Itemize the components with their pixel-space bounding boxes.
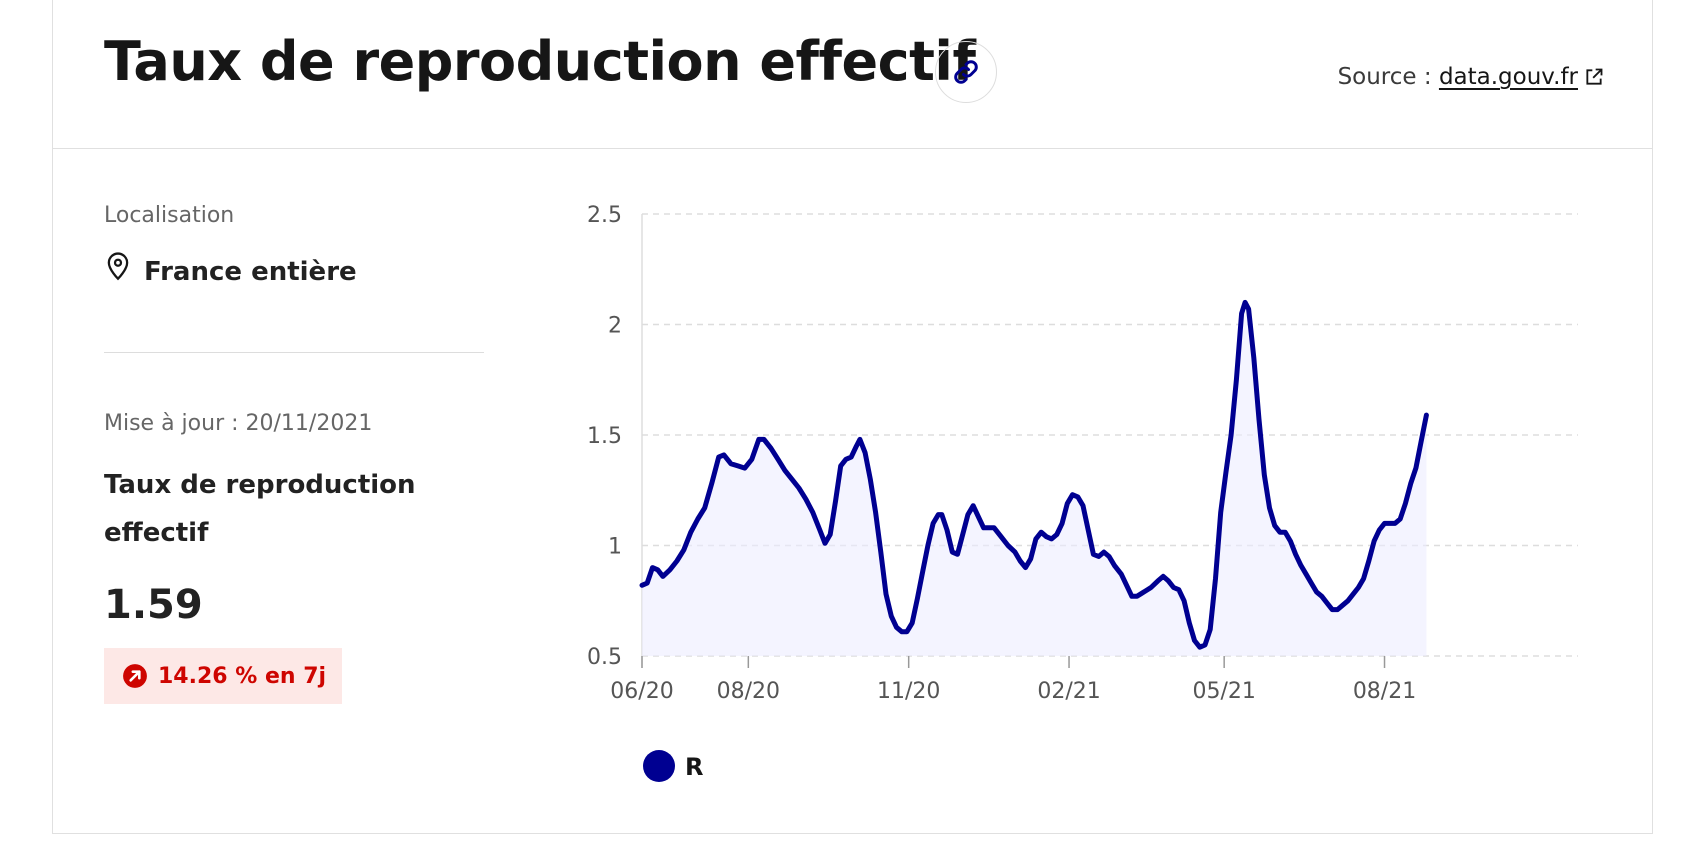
card-header: Taux de reproduction effectif Source : d… <box>53 0 1652 149</box>
trend-badge: 14.26 % en 7j <box>104 648 343 704</box>
metric-value: 1.59 <box>104 582 203 628</box>
page-title: Taux de reproduction effectif <box>104 30 976 93</box>
location-value-row: France entière <box>104 252 357 287</box>
source-link[interactable]: data.gouv.fr <box>1439 64 1604 90</box>
source-label: Source : <box>1337 64 1439 90</box>
external-link-icon <box>1586 68 1603 85</box>
location-label: Localisation <box>104 203 235 228</box>
source-line: Source : data.gouv.fr <box>1338 64 1604 90</box>
location-value: France entière <box>144 257 357 287</box>
trend-text: 14.26 % en 7j <box>158 663 327 689</box>
link-icon <box>954 60 978 84</box>
update-date: Mise à jour : 20/11/2021 <box>104 411 373 436</box>
indicator-card: Taux de reproduction effectif Source : d… <box>52 0 1653 834</box>
map-pin-icon <box>107 252 129 281</box>
arrow-up-right-icon <box>123 664 147 688</box>
metric-label: Taux de reproduction effectif <box>104 470 416 548</box>
divider <box>104 352 484 353</box>
source-link-text: data.gouv.fr <box>1438 64 1578 90</box>
copy-link-button[interactable] <box>935 41 997 103</box>
